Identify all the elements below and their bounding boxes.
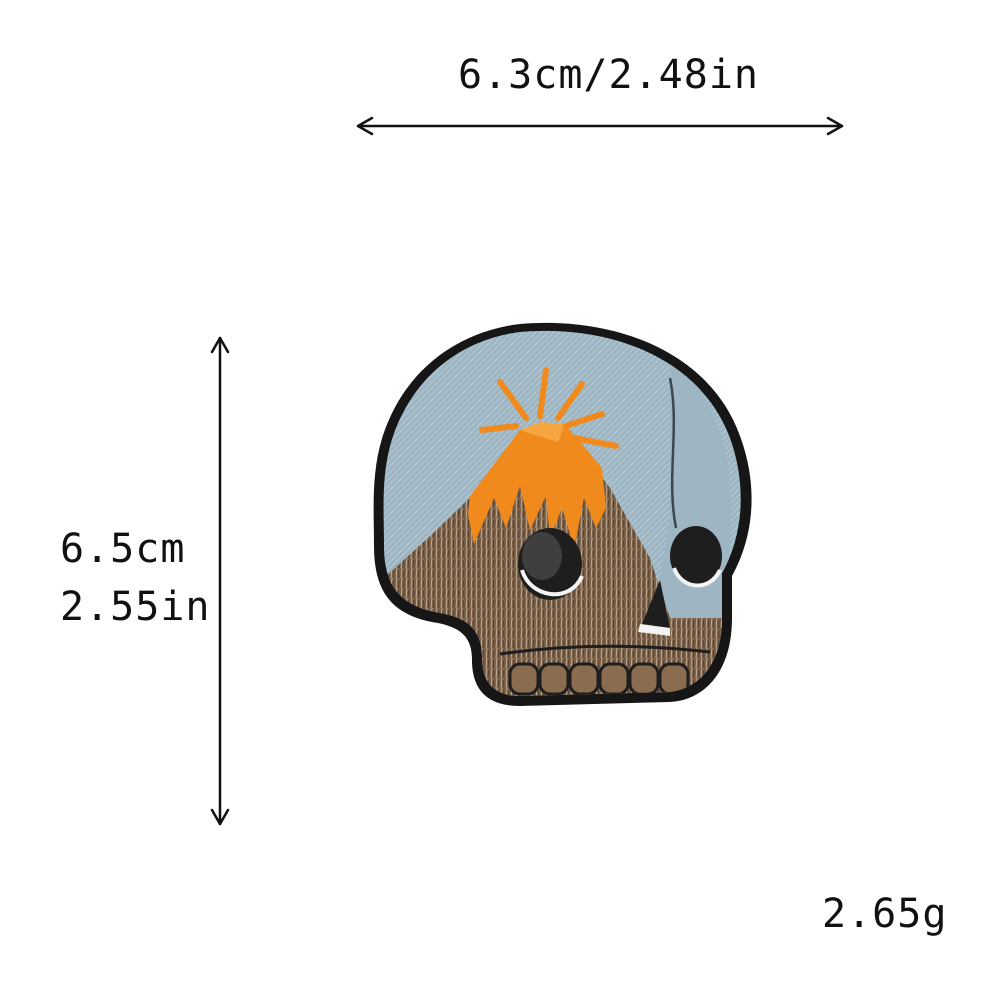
height-dimension-arrow: [210, 336, 230, 826]
height-measurement-in-label: 2.55in: [60, 584, 211, 630]
skull-volcano-patch-image: [373, 322, 752, 706]
width-measurement-label: 6.3cm/2.48in: [458, 52, 759, 98]
height-measurement-cm-label: 6.5cm: [60, 526, 186, 572]
weight-label: 2.65g: [822, 891, 948, 937]
